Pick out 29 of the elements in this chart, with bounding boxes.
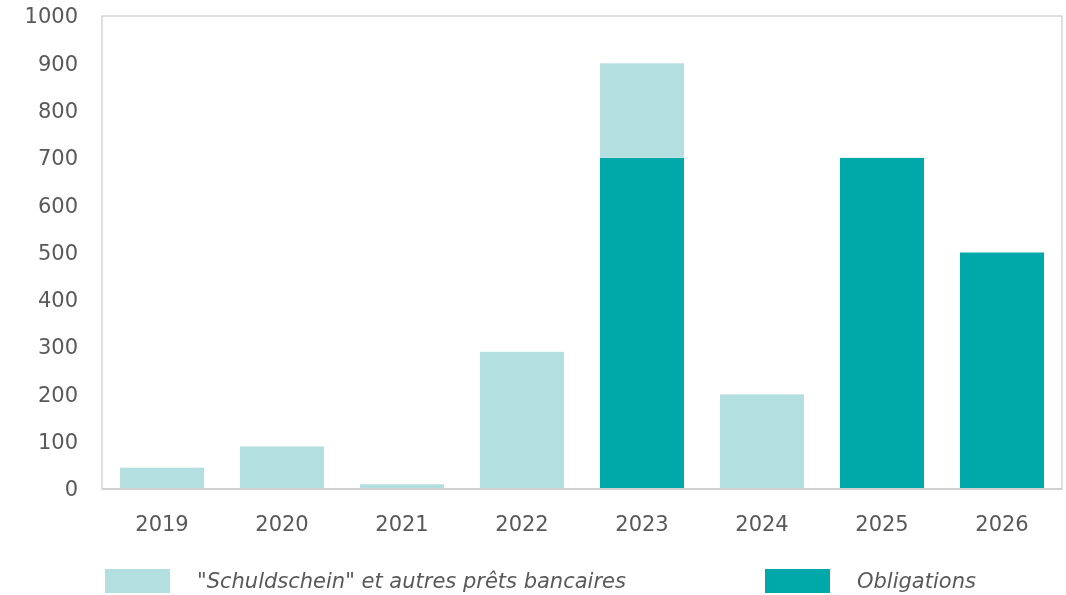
- bar: [480, 351, 564, 489]
- y-tick-label: 900: [37, 51, 78, 76]
- legend-label: Obligations: [857, 569, 976, 593]
- y-tick-label: 700: [37, 146, 78, 171]
- x-tick-label: 2026: [975, 512, 1029, 536]
- y-tick-label: 0: [64, 477, 78, 502]
- x-tick-label: 2025: [855, 512, 909, 536]
- bar: [960, 252, 1044, 489]
- x-tick-label: 2023: [615, 512, 669, 536]
- x-tick-label: 2019: [135, 512, 189, 536]
- bar: [240, 446, 324, 489]
- y-tick-label: 400: [37, 288, 78, 313]
- bar: [720, 394, 804, 489]
- bar: [840, 157, 924, 489]
- x-tick-label: 2020: [255, 512, 309, 536]
- y-tick-label: 100: [37, 430, 78, 455]
- y-tick-label: 800: [37, 98, 78, 123]
- y-tick-label: 600: [37, 193, 78, 218]
- y-tick-label: 200: [37, 382, 78, 407]
- x-tick-label: 2024: [735, 512, 789, 536]
- x-tick-label: 2022: [495, 512, 549, 536]
- x-tick-label: 2021: [375, 512, 429, 536]
- y-tick-label: 1000: [24, 4, 78, 29]
- bar: [600, 63, 684, 158]
- y-tick-label: 300: [37, 335, 78, 360]
- bar: [120, 467, 204, 489]
- legend-label: "Schuldschein" et autres prêts bancaires: [197, 569, 626, 593]
- y-tick-label: 500: [37, 240, 78, 265]
- bar: [600, 157, 684, 489]
